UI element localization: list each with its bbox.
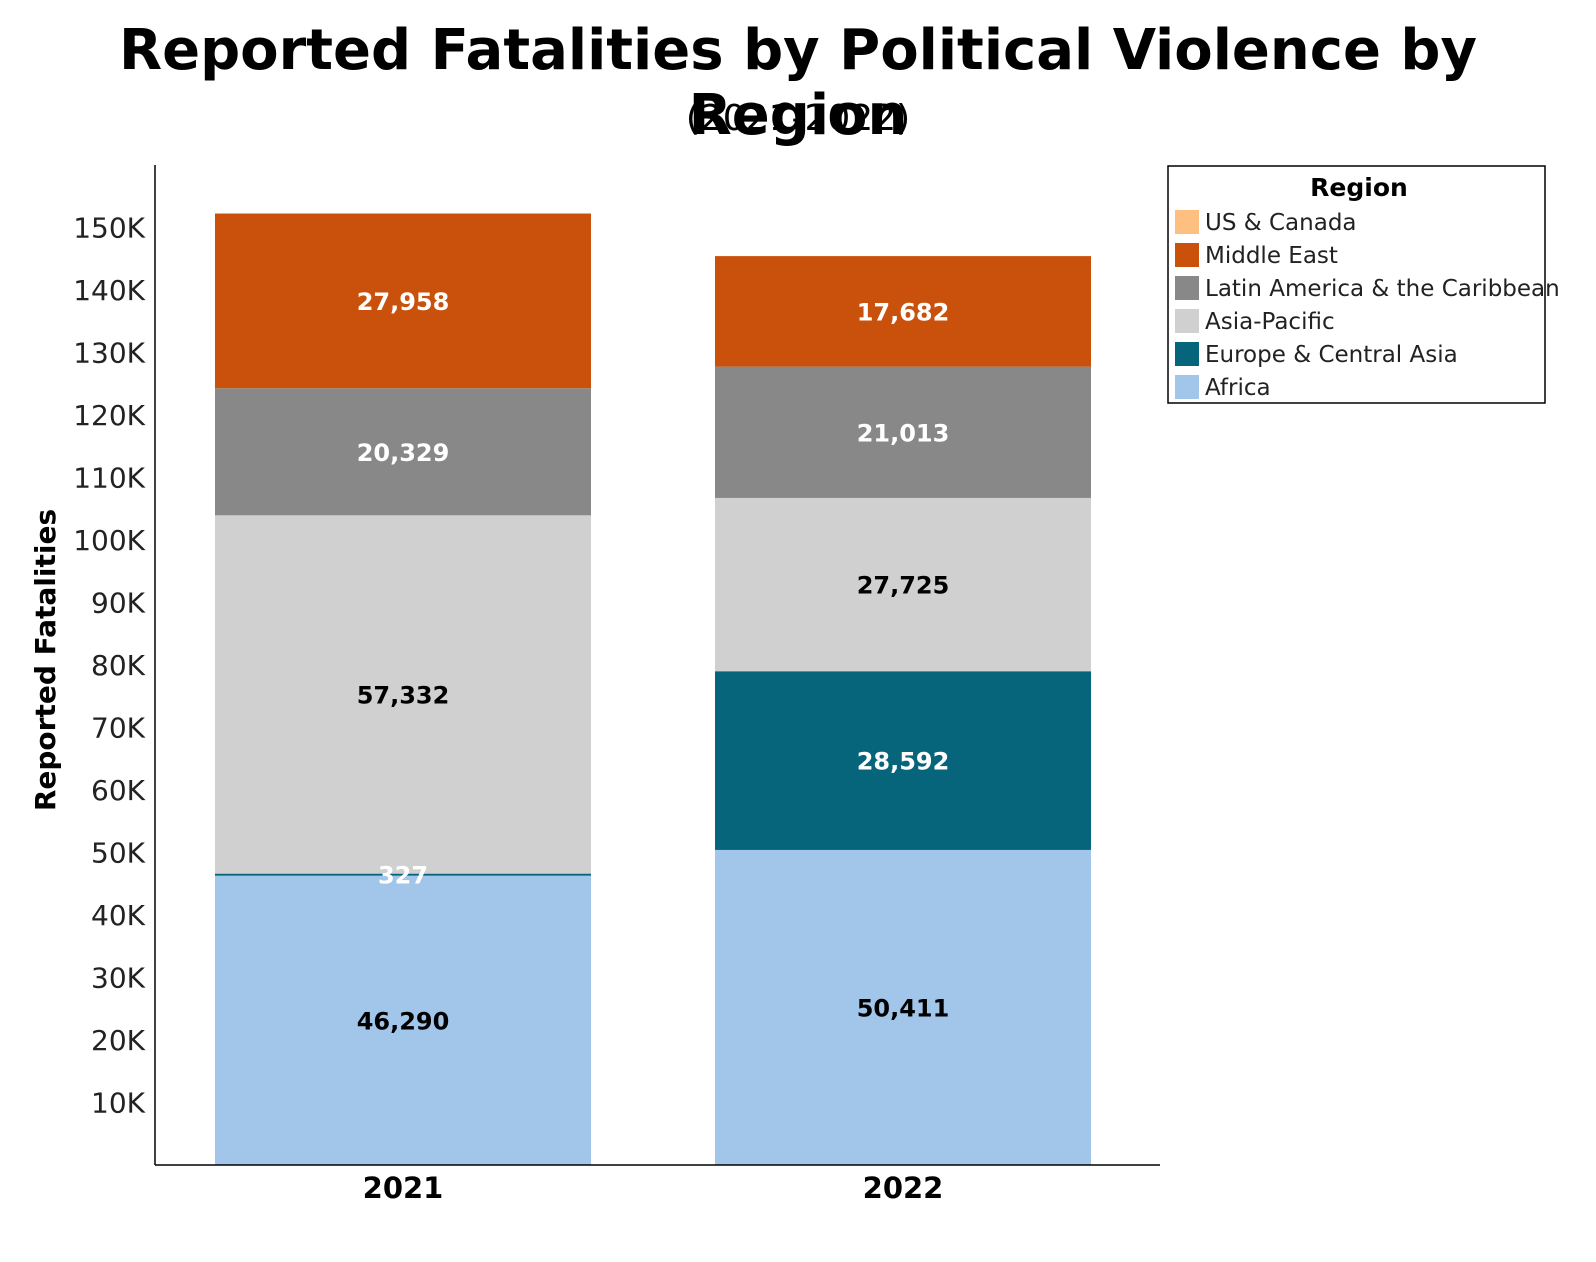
data-label: 27,725 bbox=[857, 572, 950, 600]
y-tick-label: 80K bbox=[91, 649, 146, 682]
data-label: 27,958 bbox=[357, 288, 450, 316]
y-tick-label: 30K bbox=[91, 962, 146, 995]
x-tick-label: 2021 bbox=[363, 1171, 444, 1205]
legend-label: US & Canada bbox=[1205, 210, 1357, 236]
y-tick-label: 150K bbox=[73, 212, 145, 245]
data-label: 50,411 bbox=[857, 994, 950, 1022]
legend-swatch bbox=[1175, 243, 1199, 267]
bar-segment bbox=[715, 256, 1091, 367]
x-axis-ticks: 2021 2022 bbox=[363, 1171, 944, 1205]
data-labels: 46,290 327 57,332 20,329 27,958 50,411 28,592 2… bbox=[357, 288, 950, 1035]
bar-segment bbox=[715, 366, 1091, 498]
legend-swatch bbox=[1175, 375, 1199, 399]
legend-label: Latin America & the Caribbean bbox=[1205, 276, 1560, 302]
y-tick-label: 130K bbox=[73, 337, 145, 370]
data-label: 20,329 bbox=[357, 439, 450, 467]
data-label: 17,682 bbox=[857, 298, 950, 326]
bar-segment bbox=[215, 213, 591, 389]
data-label: 21,013 bbox=[857, 419, 950, 447]
legend-label: Asia-Pacific bbox=[1205, 309, 1335, 335]
bar-stacks bbox=[215, 213, 1091, 1165]
bar-segment bbox=[715, 671, 1091, 850]
legend-swatch bbox=[1175, 210, 1199, 234]
y-tick-label: 120K bbox=[73, 399, 145, 432]
data-label: 28,592 bbox=[857, 748, 950, 776]
x-tick-label: 2022 bbox=[863, 1171, 944, 1205]
y-tick-label: 140K bbox=[73, 274, 145, 307]
legend-title: Region bbox=[1310, 173, 1408, 202]
bar-segment bbox=[215, 388, 591, 516]
legend-swatch bbox=[1175, 276, 1199, 300]
y-tick-label: 60K bbox=[91, 774, 146, 807]
legend-label: Europe & Central Asia bbox=[1205, 342, 1458, 368]
y-tick-label: 90K bbox=[91, 587, 146, 620]
y-tick-label: 100K bbox=[73, 524, 145, 557]
legend-label: Middle East bbox=[1205, 243, 1338, 269]
data-label: 327 bbox=[378, 862, 428, 890]
bar-segment bbox=[715, 497, 1091, 672]
y-tick-label: 10K bbox=[91, 1087, 146, 1120]
data-label: 46,290 bbox=[357, 1007, 450, 1035]
legend-swatch bbox=[1175, 342, 1199, 366]
data-label: 57,332 bbox=[357, 681, 450, 709]
y-tick-label: 40K bbox=[91, 899, 146, 932]
chart-title: Reported Fatalities by Political Violenc… bbox=[118, 18, 1478, 148]
bar-segment bbox=[215, 515, 591, 874]
legend-frame bbox=[1167, 165, 1546, 404]
legend: Region US & Canada Middle East Latin Ameri… bbox=[1167, 165, 1560, 404]
y-tick-label: 20K bbox=[91, 1024, 146, 1057]
bar-segment bbox=[715, 849, 1091, 1165]
bar-segment bbox=[215, 875, 591, 1165]
bar-segment bbox=[215, 873, 591, 876]
chart-subtitle: (2021-2022) bbox=[685, 98, 911, 139]
y-tick-label: 110K bbox=[73, 462, 145, 495]
y-tick-label: 70K bbox=[91, 712, 146, 745]
y-tick-label: 50K bbox=[91, 837, 146, 870]
legend-items: US & Canada Middle East Latin America & th… bbox=[1175, 210, 1560, 401]
legend-label: Africa bbox=[1205, 375, 1271, 401]
y-axis-ticks: 10K 20K 30K 40K 50K 60K 70K 80K 90K 100K 110K 120K 1… bbox=[73, 212, 145, 1120]
y-axis-title: Reported Fatalities bbox=[29, 509, 62, 811]
legend-swatch bbox=[1175, 309, 1199, 333]
